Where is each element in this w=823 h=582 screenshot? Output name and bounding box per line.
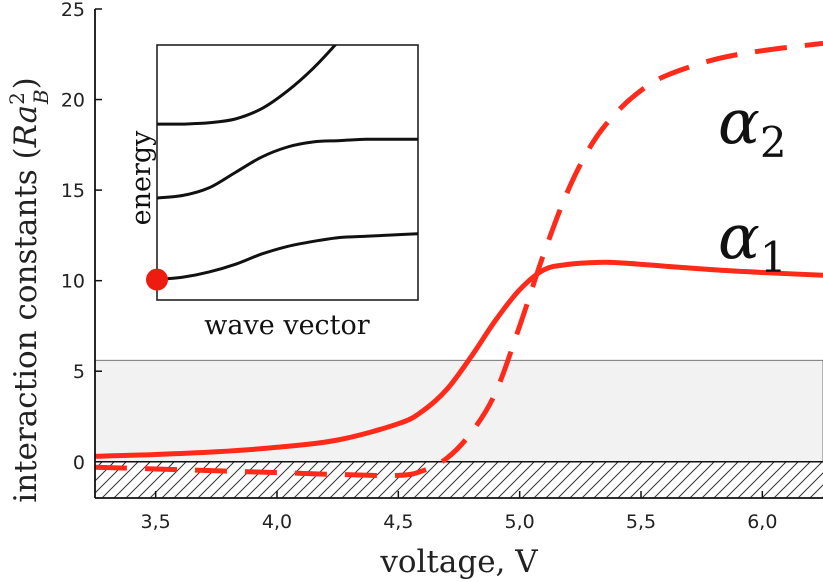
- series-alpha-2-line: [95, 40, 823, 479]
- y-tick-label: 20: [61, 90, 85, 112]
- inset-y-label: energy: [126, 130, 157, 226]
- alpha-1-label: α1: [718, 200, 787, 282]
- alpha-2-label: α2: [718, 85, 787, 167]
- y-tick-label: 0: [73, 452, 85, 474]
- inset-x-label: wave vector: [204, 310, 369, 341]
- x-tick-label: 6,0: [747, 511, 777, 533]
- x-tick-label: 5,0: [505, 511, 535, 533]
- x-tick-label: 5,5: [626, 511, 656, 533]
- x-axis-label: voltage, V: [379, 544, 538, 580]
- y-tick-label: 15: [61, 180, 85, 202]
- x-tick-label: 4,0: [262, 511, 292, 533]
- y-tick-label: 5: [73, 361, 85, 383]
- inset-upper-branch: [157, 45, 338, 126]
- x-ticks: 3,5 4,0 4,5 5,0 5,5 6,0: [141, 491, 777, 533]
- series-alpha-1-line: [95, 259, 823, 459]
- inset-plot: wave vector energy: [126, 44, 419, 341]
- y-tick-label: 25: [61, 0, 85, 21]
- inset-ground-state-marker: [146, 268, 168, 291]
- inset-frame: [156, 44, 419, 301]
- x-tick-label: 3,5: [141, 511, 171, 533]
- inset-lower-branch: [157, 232, 418, 282]
- inset-middle-branch: [157, 137, 418, 200]
- y-ticks: 0 5 10 15 20 25: [61, 0, 102, 474]
- y-axis-label: interaction constants (Ra2B): [5, 77, 53, 502]
- x-tick-label: 4,5: [383, 511, 413, 533]
- hatched-band: [95, 461, 823, 498]
- y-tick-label: 10: [61, 271, 85, 293]
